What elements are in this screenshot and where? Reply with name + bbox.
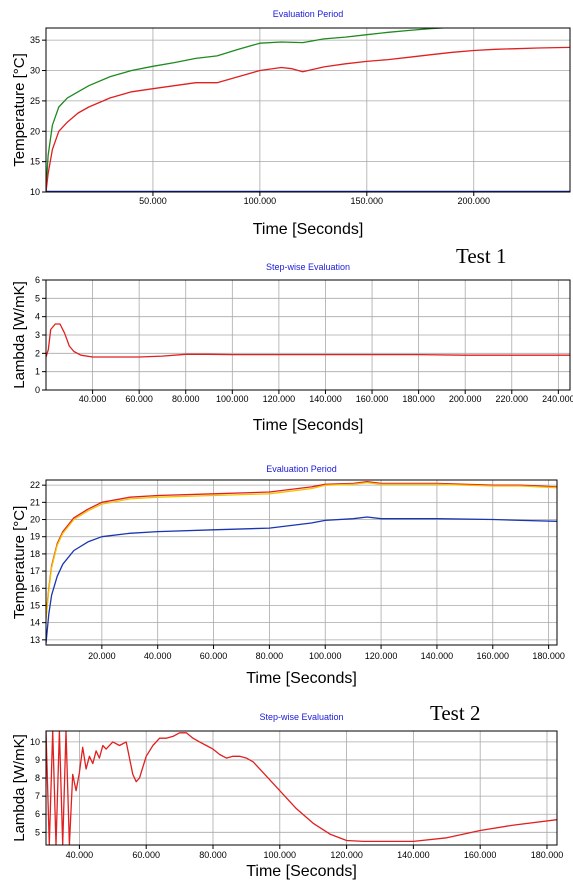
x-tick-label: 60.000 (132, 850, 160, 860)
y-tick-label: 2 (35, 348, 40, 358)
series-line-3 (46, 516, 557, 644)
y-tick-label: 10 (30, 187, 40, 197)
y-tick-label: 15 (30, 157, 40, 167)
x-tick-label: 160.000 (464, 850, 497, 860)
x-tick-label: 120.000 (330, 850, 363, 860)
y-tick-label: 17 (30, 566, 40, 576)
y-axis-label: Temperature [°C] (11, 506, 28, 620)
series-line-2 (46, 46, 570, 192)
y-tick-label: 0 (35, 385, 40, 395)
chart-title: Step-wise Evaluation (259, 712, 343, 722)
x-tick-label: 60.000 (125, 394, 153, 404)
y-tick-label: 22 (30, 480, 40, 490)
y-tick-label: 20 (30, 126, 40, 136)
x-tick-label: 120.000 (263, 394, 296, 404)
x-tick-label: 80.000 (199, 850, 227, 860)
x-tick-label: 100.000 (216, 394, 249, 404)
y-tick-label: 6 (35, 809, 40, 819)
y-tick-label: 18 (30, 549, 40, 559)
y-axis-label: Temperature [°C] (11, 53, 28, 167)
x-axis-label: Time [Seconds] (253, 417, 364, 434)
x-tick-label: 80.000 (256, 651, 284, 661)
y-tick-label: 21 (30, 497, 40, 507)
x-tick-label: 50.000 (139, 196, 167, 206)
y-tick-label: 16 (30, 583, 40, 593)
x-tick-label: 140.000 (421, 651, 454, 661)
x-tick-label: 180.000 (402, 394, 435, 404)
series-line-2 (46, 481, 557, 620)
x-tick-label: 220.000 (496, 394, 529, 404)
x-tick-label: 140.000 (309, 394, 342, 404)
y-tick-label: 20 (30, 515, 40, 525)
x-tick-label: 120.000 (365, 651, 398, 661)
y-tick-label: 19 (30, 532, 40, 542)
chart-2: 40.000 60.000 80.000 100.000 120.000 140.000 1… (11, 262, 573, 434)
series-line-1 (46, 28, 455, 192)
plot-frame (45, 279, 571, 391)
chart-1: 50.000 100.000 150.000 200.000 10 15 20 25 30 35 E… (11, 9, 571, 268)
x-tick-label: 140.000 (397, 850, 430, 860)
test-label: Test 2 (430, 701, 480, 725)
y-axis-label: Lambda [W/mK] (11, 281, 28, 389)
x-tick-label: 150.000 (351, 196, 384, 206)
y-tick-label: 4 (35, 312, 40, 322)
x-tick-label: 160.000 (477, 651, 510, 661)
x-tick-label: 60.000 (200, 651, 228, 661)
plot-frame (45, 730, 558, 846)
x-tick-label: 160.000 (356, 394, 389, 404)
series-line-1 (46, 323, 570, 358)
x-axis-label: Time [Seconds] (246, 863, 357, 880)
y-tick-label: 13 (30, 635, 40, 645)
x-tick-label: 40.000 (79, 394, 107, 404)
y-tick-label: 15 (30, 600, 40, 610)
y-tick-label: 6 (35, 275, 40, 285)
y-tick-label: 8 (35, 773, 40, 783)
plot-area (45, 479, 558, 646)
y-tick-label: 9 (35, 755, 40, 765)
plot-frame (45, 27, 571, 193)
y-tick-label: 5 (35, 293, 40, 303)
y-tick-label: 14 (30, 618, 40, 628)
x-tick-label: 240.000 (542, 394, 573, 404)
x-tick-label: 180.000 (532, 651, 565, 661)
test-label: Test 1 (456, 244, 506, 268)
plot-area (45, 730, 558, 846)
y-tick-label: 3 (35, 330, 40, 340)
chart-title: Step-wise Evaluation (266, 262, 350, 272)
x-tick-label: 100.000 (244, 196, 277, 206)
x-tick-label: 20.000 (88, 651, 116, 661)
chart-4: 40.000 60.000 80.000 100.000 120.000 140.000 1… (11, 701, 563, 880)
y-tick-label: 1 (35, 367, 40, 377)
chart-title: Evaluation Period (266, 464, 337, 474)
chart-title: Evaluation Period (273, 9, 344, 19)
y-tick-label: 35 (30, 35, 40, 45)
y-tick-label: 5 (35, 827, 40, 837)
x-tick-label: 80.000 (172, 394, 200, 404)
y-tick-label: 30 (30, 66, 40, 76)
chart-3: 20.000 40.000 60.000 80.000 100.000 120.000 14… (11, 464, 565, 687)
x-axis-label: Time [Seconds] (246, 670, 357, 687)
y-axis-label: Lambda [W/mK] (11, 734, 28, 842)
x-axis-label: Time [Seconds] (253, 221, 364, 238)
y-tick-label: 10 (30, 737, 40, 747)
x-tick-label: 100.000 (309, 651, 342, 661)
x-tick-label: 180.000 (531, 850, 564, 860)
x-tick-label: 40.000 (144, 651, 172, 661)
plot-frame (45, 479, 558, 646)
x-tick-label: 200.000 (457, 196, 490, 206)
y-tick-label: 25 (30, 96, 40, 106)
plot-area (45, 27, 571, 193)
series-line-1 (46, 731, 557, 845)
series-line-1 (46, 481, 557, 618)
x-tick-label: 200.000 (449, 394, 482, 404)
y-tick-label: 7 (35, 791, 40, 801)
x-tick-label: 100.000 (264, 850, 297, 860)
x-tick-label: 40.000 (66, 850, 94, 860)
